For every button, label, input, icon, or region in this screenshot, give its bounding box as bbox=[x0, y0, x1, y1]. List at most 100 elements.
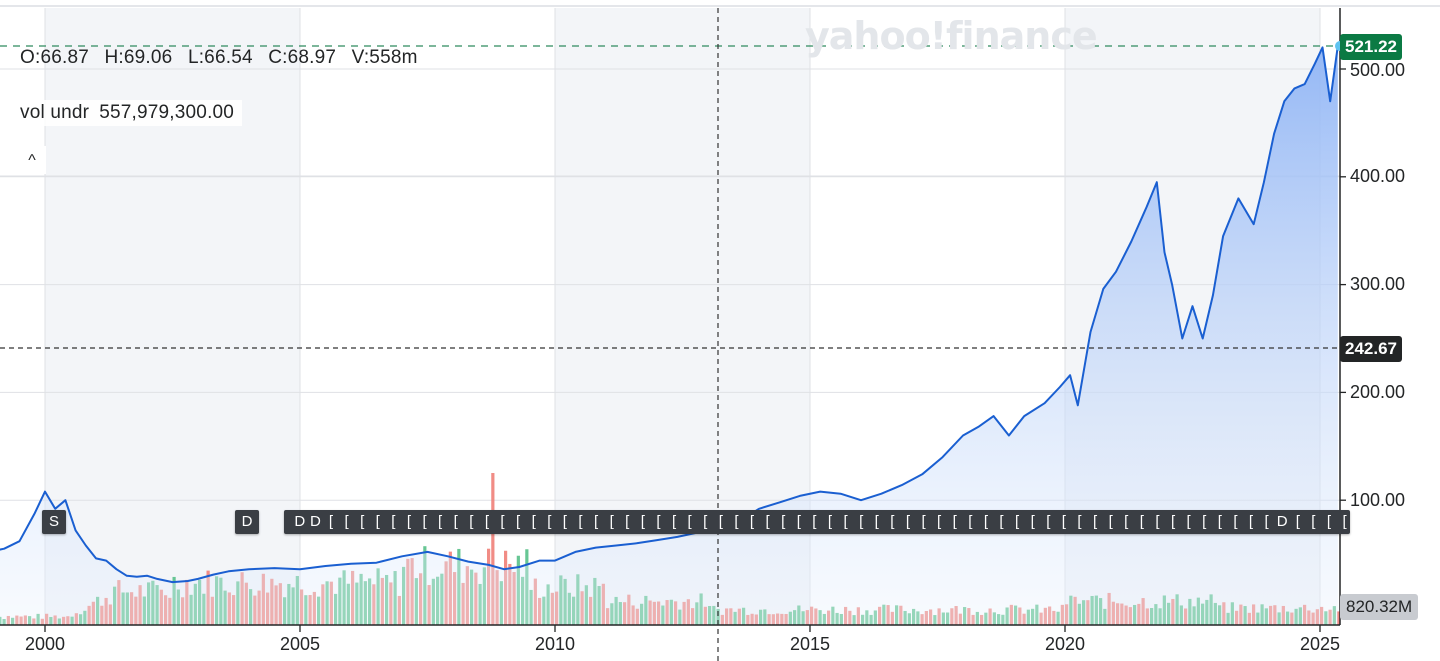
dividend-marker[interactable]: [ bbox=[843, 513, 848, 530]
dividend-marker[interactable]: [ bbox=[1139, 513, 1144, 530]
dividend-marker[interactable]: [ bbox=[671, 513, 677, 530]
last-price-badge: 521.22 bbox=[1340, 34, 1402, 60]
dividend-marker[interactable]: [ bbox=[1233, 513, 1238, 530]
high-value: H:69.06 bbox=[104, 47, 173, 68]
study-legend[interactable]: vol undr 557,979,300.00 bbox=[12, 100, 243, 126]
dividend-marker[interactable]: [ bbox=[921, 513, 926, 530]
dividend-marker[interactable]: [ bbox=[952, 513, 957, 530]
dividend-marker[interactable]: [ bbox=[484, 513, 489, 530]
dividend-marker[interactable]: [ bbox=[718, 513, 723, 530]
dividend-marker[interactable]: [ bbox=[609, 513, 614, 530]
low-value: L:66.54 bbox=[187, 47, 253, 68]
dividend-marker[interactable]: [ bbox=[999, 513, 1004, 530]
x-tick-2015: 2015 bbox=[789, 634, 831, 654]
dividend-marker[interactable]: [ bbox=[1046, 513, 1051, 530]
dividend-marker[interactable]: [ bbox=[1326, 513, 1332, 530]
dividend-marker[interactable]: [ bbox=[890, 513, 895, 530]
volume-value: V:558m bbox=[351, 47, 418, 68]
y-tick-300: 300.00 bbox=[1350, 274, 1406, 294]
y-axis-ticks bbox=[1340, 68, 1346, 501]
study-value: 557,979,300.00 bbox=[99, 102, 235, 123]
dividend-marker[interactable]: [ bbox=[859, 513, 864, 530]
dividend-marker[interactable]: [ bbox=[1030, 513, 1035, 530]
dividend-marker[interactable]: [ bbox=[656, 513, 661, 530]
dividend-marker[interactable]: [ bbox=[1342, 513, 1347, 530]
x-tick-2010: 2010 bbox=[534, 634, 576, 654]
dividend-marker[interactable]: [ bbox=[578, 513, 583, 530]
x-tick-2000: 2000 bbox=[24, 634, 66, 654]
open-value: O:66.87 bbox=[20, 47, 90, 68]
dividend-marker[interactable]: [ bbox=[516, 513, 521, 530]
y-tick-200: 200.00 bbox=[1350, 382, 1406, 402]
dividend-marker[interactable]: [ bbox=[1217, 513, 1222, 530]
yahoo-finance-watermark: yahoo!finance bbox=[805, 14, 1098, 58]
dividend-marker[interactable]: [ bbox=[1295, 513, 1300, 530]
dividend-marker[interactable]: [ bbox=[406, 513, 412, 530]
crosshair-price-badge: 242.67 bbox=[1340, 336, 1402, 362]
dividend-marker[interactable]: [ bbox=[391, 513, 396, 530]
dividend-marker[interactable]: [ bbox=[687, 513, 692, 530]
dividend-marker[interactable]: [ bbox=[344, 513, 349, 530]
dividend-marker[interactable]: [ bbox=[765, 513, 770, 530]
dividend-marker[interactable]: [ bbox=[1015, 513, 1020, 530]
dividend-marker[interactable]: [ bbox=[968, 513, 973, 530]
split-event-flag[interactable]: S bbox=[42, 510, 66, 534]
dividend-marker[interactable]: [ bbox=[593, 513, 599, 530]
y-tick-400: 400.00 bbox=[1350, 166, 1406, 186]
dividend-marker[interactable]: [ bbox=[500, 513, 505, 530]
horizontal-gridlines bbox=[0, 68, 1340, 501]
dividend-marker[interactable]: [ bbox=[1311, 513, 1316, 530]
y-tick-500: 500.00 bbox=[1350, 60, 1406, 80]
dividend-marker[interactable]: [ bbox=[438, 513, 443, 530]
dividend-marker[interactable]: [ bbox=[562, 513, 567, 530]
dividend-marker[interactable]: [ bbox=[812, 513, 817, 530]
dividend-event-flag[interactable]: D bbox=[235, 510, 259, 534]
collapse-legend-chevron-up-icon[interactable]: ^ bbox=[18, 146, 46, 174]
ohlc-legend: O:66.87 H:69.06 L:66.54 C:68.97 V:558m bbox=[12, 45, 436, 71]
dividend-marker[interactable]: [ bbox=[360, 513, 365, 530]
dividend-marker[interactable]: [ bbox=[1155, 513, 1160, 530]
dividend-marker[interactable]: [ bbox=[1170, 513, 1176, 530]
dividend-marker[interactable]: [ bbox=[874, 513, 879, 530]
dividend-marker[interactable]: [ bbox=[531, 513, 536, 530]
close-value: C:68.97 bbox=[268, 47, 337, 68]
dividend-marker[interactable]: [ bbox=[469, 513, 474, 530]
dividend-marker[interactable]: D bbox=[1276, 513, 1288, 530]
x-tick-2025: 2025 bbox=[1299, 634, 1341, 654]
y-tick-100: 100.00 bbox=[1350, 490, 1406, 510]
dividend-marker[interactable]: [ bbox=[749, 513, 755, 530]
dividend-marker[interactable]: [ bbox=[734, 513, 739, 530]
dividend-marker[interactable]: [ bbox=[625, 513, 630, 530]
x-tick-2005: 2005 bbox=[279, 634, 321, 654]
dividend-marker[interactable]: [ bbox=[547, 513, 552, 530]
dividend-marker[interactable]: [ bbox=[1248, 513, 1254, 530]
dividend-marker[interactable]: [ bbox=[422, 513, 427, 530]
dividend-marker[interactable]: [ bbox=[983, 513, 988, 530]
dividend-events-strip[interactable]: D D[[[[[[[[[[[[[[[[[[[[[[[[[[[[[[[[[[[[[[… bbox=[284, 510, 1350, 534]
dividend-marker[interactable]: [ bbox=[453, 513, 458, 530]
dividend-marker[interactable]: [ bbox=[1202, 513, 1207, 530]
dividend-marker[interactable]: [ bbox=[328, 513, 334, 530]
dividend-marker[interactable]: [ bbox=[1264, 513, 1269, 530]
dividend-marker[interactable]: [ bbox=[1186, 513, 1191, 530]
volume-max-badge: 820.32M bbox=[1340, 594, 1419, 620]
dividend-marker[interactable]: [ bbox=[703, 513, 708, 530]
dividend-marker[interactable]: [ bbox=[1077, 513, 1082, 530]
dividend-marker[interactable]: D bbox=[294, 513, 306, 530]
dividend-marker[interactable]: D bbox=[309, 513, 321, 530]
study-label: vol undr bbox=[20, 102, 90, 123]
dividend-marker[interactable]: [ bbox=[1108, 513, 1113, 530]
dividend-marker[interactable]: [ bbox=[796, 513, 801, 530]
x-axis-ticks bbox=[44, 625, 1321, 632]
dividend-marker[interactable]: [ bbox=[640, 513, 645, 530]
dividend-marker[interactable]: [ bbox=[375, 513, 380, 530]
dividend-marker[interactable]: [ bbox=[1124, 513, 1129, 530]
dividend-marker[interactable]: [ bbox=[937, 513, 942, 530]
price-area bbox=[0, 46, 1338, 625]
dividend-marker[interactable]: [ bbox=[905, 513, 911, 530]
dividend-marker[interactable]: [ bbox=[781, 513, 786, 530]
dividend-marker[interactable]: [ bbox=[827, 513, 833, 530]
dividend-marker[interactable]: [ bbox=[1061, 513, 1066, 530]
dividend-marker[interactable]: [ bbox=[1092, 513, 1098, 530]
x-tick-2020: 2020 bbox=[1044, 634, 1086, 654]
